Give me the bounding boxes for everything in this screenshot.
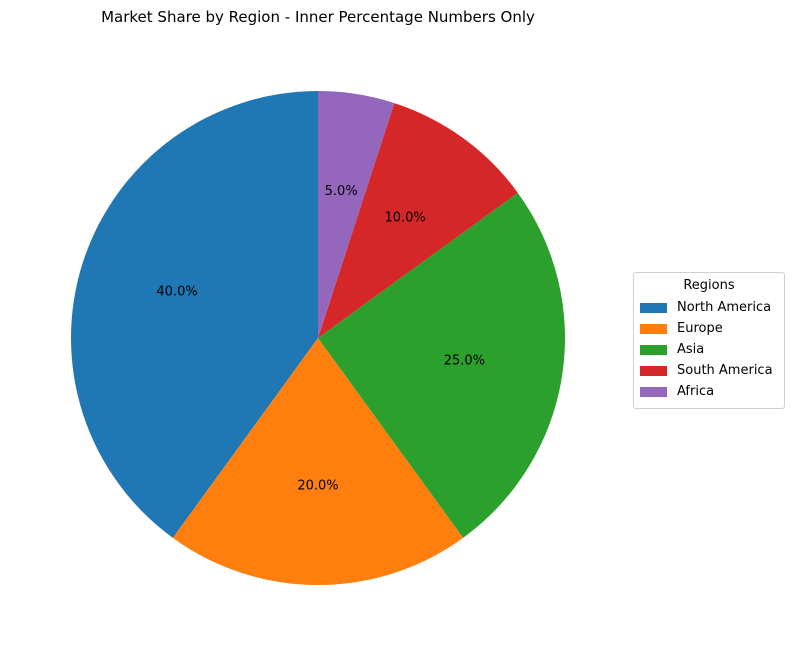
legend-swatch: [640, 302, 667, 313]
legend-item-south-america: South America: [640, 360, 778, 381]
legend-title: Regions: [683, 278, 735, 293]
legend-item-europe: Europe: [640, 318, 778, 339]
legend-swatch: [640, 365, 667, 376]
legend-item-asia: Asia: [640, 339, 778, 360]
legend-swatch: [640, 344, 667, 355]
pie-label-south-america: 10.0%: [384, 211, 425, 226]
legend: Regions North America Europe Asia South Ame…: [633, 272, 785, 409]
pie-chart: 40.0% 20.0% 25.0% 10.0% 5.0%: [70, 91, 565, 586]
legend-label: Europe: [677, 321, 723, 336]
pie-label-asia: 25.0%: [444, 354, 485, 369]
pie-labels: 40.0% 20.0% 25.0% 10.0% 5.0%: [156, 184, 485, 494]
pie-slice-asia: [318, 192, 565, 538]
pie-slice-north-america: [70, 91, 318, 538]
pie-label-africa: 5.0%: [325, 184, 358, 199]
legend-label: South America: [677, 363, 773, 378]
pie-label-north-america: 40.0%: [156, 285, 197, 300]
legend-items: North America Europe Asia South America Afri…: [640, 297, 778, 402]
legend-item-africa: Africa: [640, 381, 778, 402]
legend-label: North America: [677, 300, 772, 315]
legend-swatch: [640, 323, 667, 334]
legend-label: Asia: [677, 342, 705, 357]
pie-slice-europe: [172, 338, 464, 586]
legend-item-north-america: North America: [640, 297, 778, 318]
pie-slices: [70, 91, 565, 586]
pie-slice-africa: [318, 91, 395, 338]
legend-label: Africa: [677, 384, 715, 399]
legend-swatch: [640, 386, 667, 397]
pie-slice-south-america: [318, 103, 518, 338]
chart-title: Market Share by Region - Inner Percentag…: [101, 8, 535, 26]
pie-label-europe: 20.0%: [297, 479, 338, 494]
